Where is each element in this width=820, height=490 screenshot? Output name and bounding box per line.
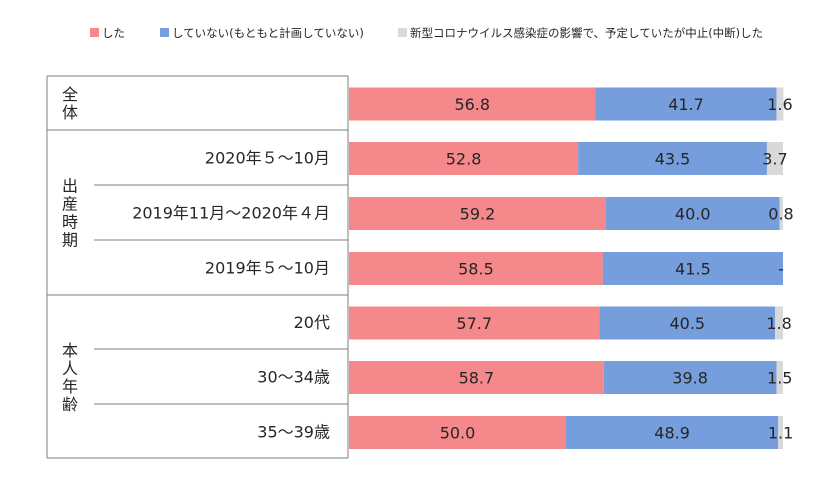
row-label: 2019年５～10月: [205, 259, 330, 278]
bar-segment: [349, 361, 604, 394]
row-label: 35～39歳: [257, 423, 330, 442]
data-label: 1.8: [766, 314, 791, 333]
legend-label-1: していない(もともと計画していない): [172, 26, 364, 40]
data-label: 1.5: [767, 369, 792, 388]
legend-swatch-2: [398, 28, 407, 37]
data-label: 3.7: [762, 150, 787, 169]
group-label: 本人年齢: [62, 341, 78, 414]
data-label: 59.2: [460, 205, 496, 224]
bar-segment: [599, 306, 776, 340]
bar-segment: [775, 306, 783, 340]
data-label: 57.7: [456, 314, 492, 333]
bar-segment: [349, 416, 566, 449]
bar-segment: [778, 416, 783, 449]
data-label: 48.9: [654, 424, 690, 443]
row-label: 2020年５～10月: [205, 149, 330, 168]
data-label: 58.5: [458, 260, 494, 279]
group-label: 出産時期: [62, 177, 78, 250]
row-label: 20代: [294, 313, 330, 332]
bar-segment: [779, 197, 783, 230]
data-label: 58.7: [459, 369, 495, 388]
data-label: 56.8: [454, 95, 490, 114]
bar-segment: [349, 142, 579, 175]
data-label: 40.5: [669, 314, 705, 333]
bar-segment: [349, 197, 606, 230]
bar-segment: [605, 197, 780, 230]
group-label: 全体: [62, 85, 78, 122]
legend: した していない(もともと計画していない) 新型コロナウイルス感染症の影響で、予定し…: [0, 0, 820, 60]
legend-swatch-1: [160, 28, 169, 37]
data-label: 41.7: [668, 95, 704, 114]
data-label: 43.5: [655, 150, 691, 169]
bar-segment: [603, 361, 777, 394]
data-label: 50.0: [440, 424, 476, 443]
row-label: 30～34歳: [257, 368, 330, 387]
row-label: 2019年11月～2020年４月: [132, 204, 330, 223]
data-label: 1.1: [768, 424, 793, 443]
bar-segment: [349, 87, 596, 121]
bar-segment: [595, 87, 777, 121]
bar-segment: [602, 252, 783, 285]
bar-segment: [566, 416, 779, 449]
bar-segment: [766, 142, 783, 175]
data-label: 0.8: [768, 205, 793, 224]
data-label: 40.0: [675, 205, 711, 224]
legend-label-0: した: [102, 26, 125, 40]
bar-segment: [776, 87, 784, 121]
data-label: -: [778, 260, 784, 279]
data-label: 52.8: [446, 150, 482, 169]
data-label: 41.5: [675, 260, 711, 279]
bar-segment: [349, 306, 600, 340]
legend-swatch-0: [90, 28, 99, 37]
bar-segment: [776, 361, 783, 394]
bar-segment: [349, 252, 603, 285]
data-label: 1.6: [767, 95, 792, 114]
legend-label-2: 新型コロナウイルス感染症の影響で、予定していたが中止(中断)した: [410, 26, 764, 40]
bar-segment: [578, 142, 767, 175]
data-label: 39.8: [672, 369, 708, 388]
